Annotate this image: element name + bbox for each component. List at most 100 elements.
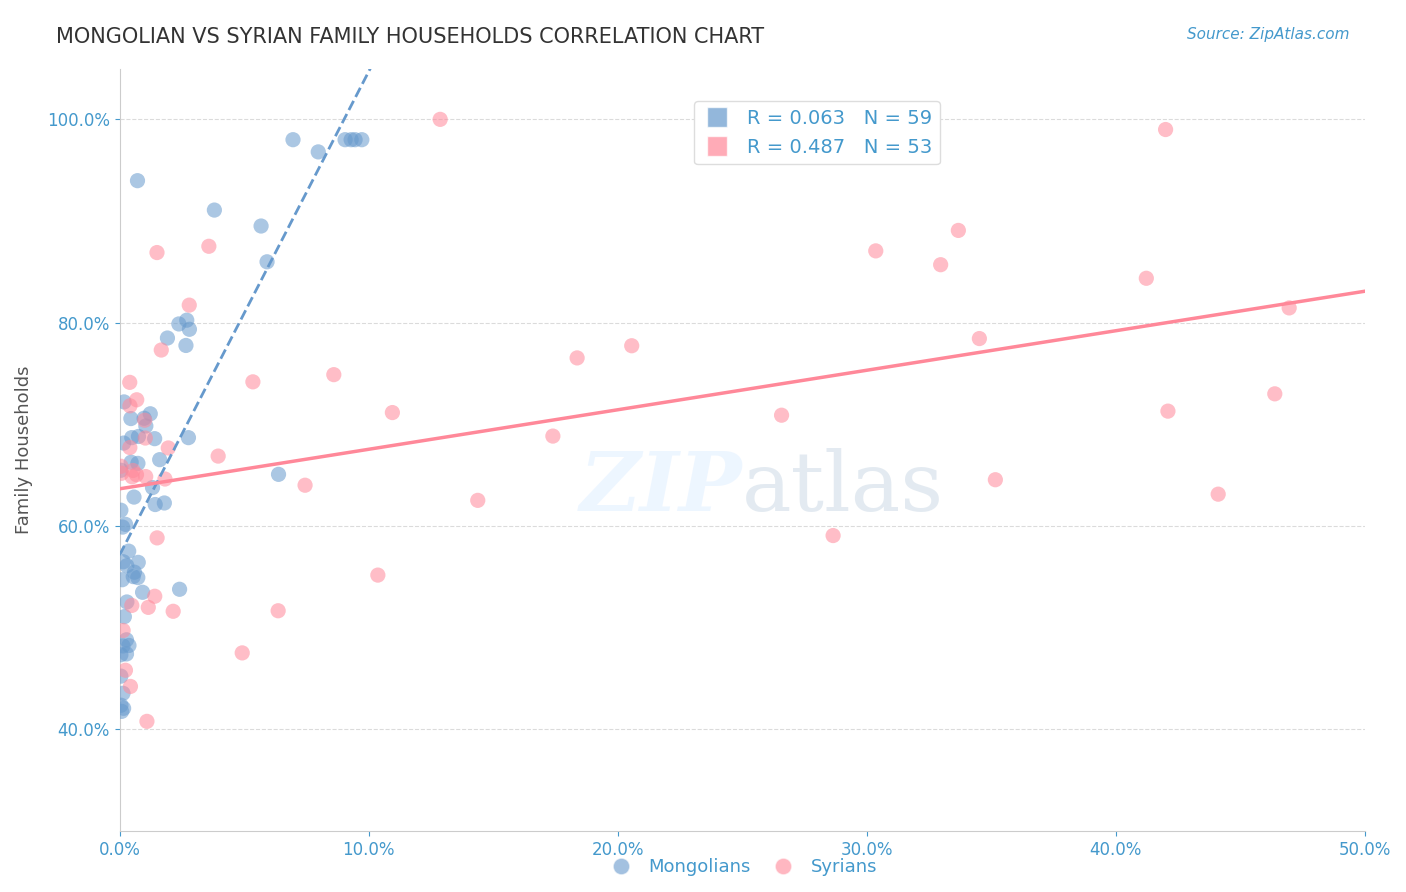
Syrians bbox=[1278, 301, 1301, 315]
Text: atlas: atlas bbox=[742, 448, 945, 528]
Mongolians bbox=[127, 429, 149, 443]
Mongolians bbox=[122, 569, 145, 583]
Syrians bbox=[294, 478, 316, 492]
Mongolians bbox=[344, 133, 367, 147]
Mongolians bbox=[115, 647, 138, 661]
Mongolians bbox=[124, 565, 146, 579]
Mongolians bbox=[115, 632, 138, 647]
Syrians bbox=[429, 112, 451, 127]
Mongolians bbox=[141, 481, 163, 495]
Mongolians bbox=[118, 544, 141, 558]
Syrians bbox=[467, 493, 489, 508]
Mongolians bbox=[120, 411, 142, 425]
Syrians bbox=[134, 413, 156, 427]
Syrians bbox=[114, 663, 136, 677]
Syrians bbox=[125, 467, 148, 482]
Mongolians bbox=[110, 648, 132, 662]
Mongolians bbox=[111, 705, 134, 719]
Legend: Mongolians, Syrians: Mongolians, Syrians bbox=[600, 851, 884, 883]
Syrians bbox=[770, 408, 793, 422]
Mongolians bbox=[111, 686, 134, 700]
Mongolians bbox=[110, 503, 132, 517]
Mongolians bbox=[177, 431, 200, 445]
Syrians bbox=[120, 680, 142, 694]
Mongolians bbox=[111, 520, 134, 534]
Syrians bbox=[367, 568, 389, 582]
Mongolians bbox=[250, 219, 273, 233]
Mongolians bbox=[112, 395, 135, 409]
Mongolians bbox=[174, 338, 197, 352]
Syrians bbox=[565, 351, 588, 365]
Syrians bbox=[865, 244, 887, 258]
Mongolians bbox=[333, 133, 356, 147]
Syrians bbox=[1135, 271, 1157, 285]
Mongolians bbox=[114, 517, 136, 532]
Mongolians bbox=[110, 698, 132, 713]
Syrians bbox=[267, 604, 290, 618]
Syrians bbox=[146, 531, 169, 545]
Mongolians bbox=[127, 555, 149, 569]
Mongolians bbox=[176, 313, 198, 327]
Syrians bbox=[157, 441, 180, 455]
Mongolians bbox=[112, 609, 135, 624]
Syrians bbox=[231, 646, 253, 660]
Syrians bbox=[153, 472, 176, 486]
Syrians bbox=[136, 600, 159, 615]
Mongolians bbox=[139, 407, 162, 421]
Syrians bbox=[112, 624, 135, 638]
Mongolians bbox=[118, 639, 141, 653]
Mongolians bbox=[111, 573, 134, 587]
Syrians bbox=[969, 332, 991, 346]
Mongolians bbox=[127, 570, 149, 584]
Mongolians bbox=[179, 322, 201, 336]
Mongolians bbox=[115, 595, 138, 609]
Syrians bbox=[118, 376, 141, 390]
Mongolians bbox=[350, 133, 373, 147]
Syrians bbox=[207, 449, 229, 463]
Mongolians bbox=[135, 419, 157, 434]
Mongolians bbox=[149, 452, 172, 467]
Mongolians bbox=[153, 496, 176, 510]
Syrians bbox=[948, 223, 970, 237]
Mongolians bbox=[202, 203, 225, 218]
Syrians bbox=[179, 298, 201, 312]
Syrians bbox=[1206, 487, 1229, 501]
Mongolians bbox=[112, 701, 135, 715]
Mongolians bbox=[143, 432, 166, 446]
Syrians bbox=[620, 339, 643, 353]
Syrians bbox=[143, 589, 166, 603]
Mongolians bbox=[120, 455, 142, 469]
Mongolians bbox=[134, 411, 156, 425]
Mongolians bbox=[110, 669, 132, 683]
Syrians bbox=[1157, 404, 1180, 418]
Syrians bbox=[136, 714, 159, 729]
Mongolians bbox=[169, 582, 191, 597]
Mongolians bbox=[127, 174, 149, 188]
Syrians bbox=[135, 469, 157, 483]
Mongolians bbox=[122, 490, 145, 504]
Y-axis label: Family Households: Family Households bbox=[15, 366, 32, 534]
Mongolians bbox=[127, 456, 149, 470]
Syrians bbox=[125, 392, 148, 407]
Mongolians bbox=[121, 431, 143, 445]
Syrians bbox=[118, 399, 141, 413]
Syrians bbox=[150, 343, 173, 357]
Mongolians bbox=[110, 463, 132, 477]
Syrians bbox=[134, 431, 156, 445]
Syrians bbox=[122, 463, 145, 477]
Syrians bbox=[121, 470, 143, 484]
Syrians bbox=[929, 258, 952, 272]
Mongolians bbox=[156, 331, 179, 345]
Mongolians bbox=[167, 317, 190, 331]
Mongolians bbox=[307, 145, 329, 159]
Mongolians bbox=[340, 133, 363, 147]
Syrians bbox=[110, 467, 132, 481]
Mongolians bbox=[111, 639, 134, 653]
Syrians bbox=[118, 441, 141, 455]
Syrians bbox=[162, 604, 184, 618]
Syrians bbox=[146, 245, 169, 260]
Syrians bbox=[823, 528, 845, 542]
Syrians bbox=[198, 239, 221, 253]
Text: Source: ZipAtlas.com: Source: ZipAtlas.com bbox=[1187, 27, 1350, 42]
Syrians bbox=[110, 459, 132, 474]
